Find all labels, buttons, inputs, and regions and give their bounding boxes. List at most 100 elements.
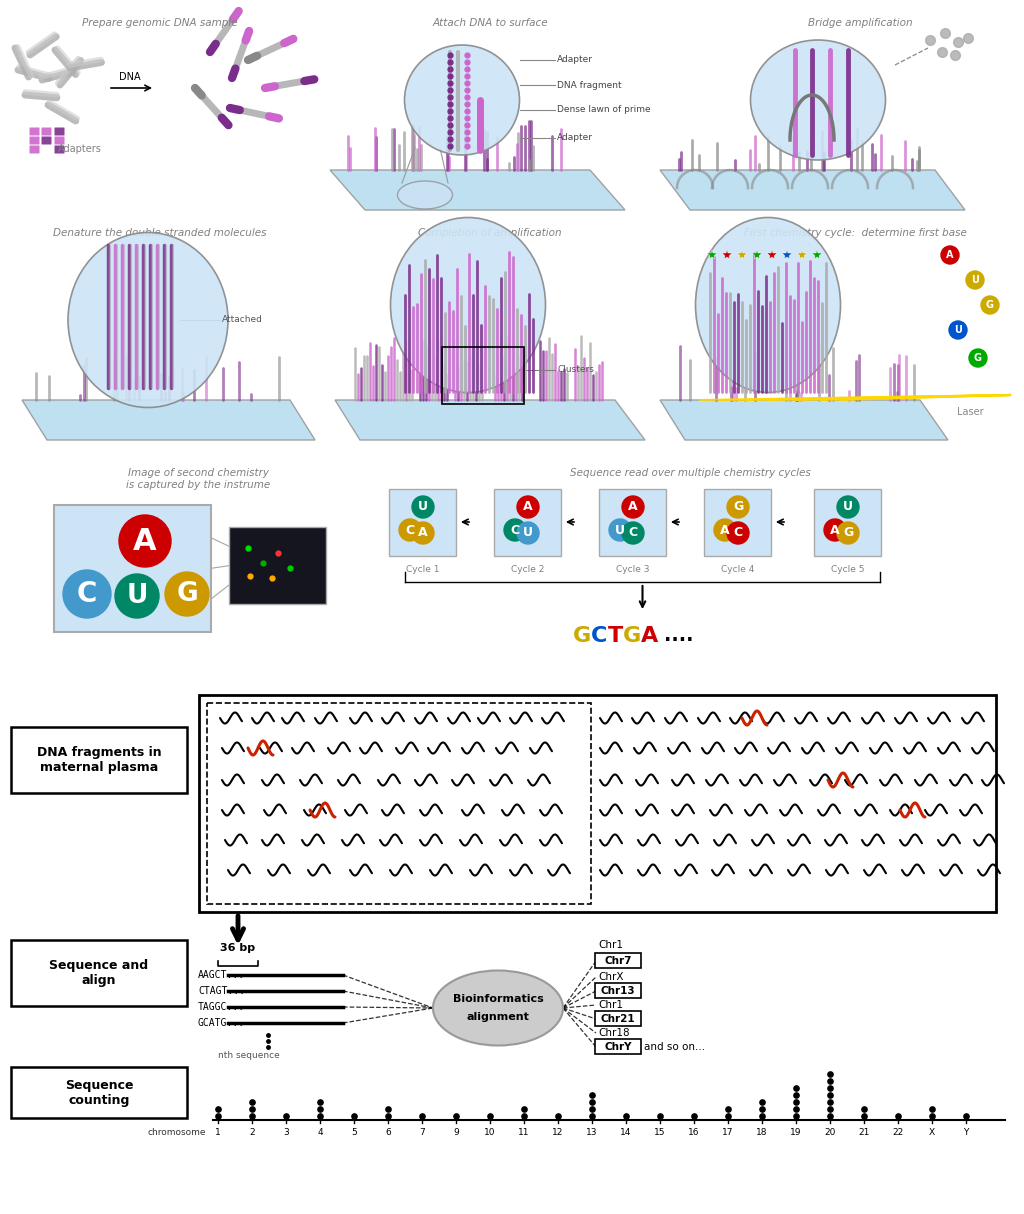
Text: 21: 21 (858, 1128, 869, 1138)
Ellipse shape (751, 40, 886, 160)
Text: nth sequence: nth sequence (218, 1051, 280, 1060)
Circle shape (966, 271, 984, 289)
Circle shape (837, 497, 859, 518)
FancyBboxPatch shape (30, 146, 40, 153)
Text: 11: 11 (518, 1128, 529, 1138)
Text: Adapter: Adapter (557, 134, 593, 142)
Text: Completion of amplification: Completion of amplification (418, 228, 562, 238)
Circle shape (63, 571, 111, 618)
Circle shape (119, 515, 171, 567)
FancyBboxPatch shape (30, 127, 40, 136)
Text: CTAGT...: CTAGT... (198, 986, 245, 995)
FancyBboxPatch shape (11, 940, 187, 1006)
Text: DNA fragment: DNA fragment (557, 80, 622, 90)
Text: Chr7: Chr7 (604, 955, 632, 966)
Text: G: G (986, 300, 994, 310)
Text: Chr1: Chr1 (598, 940, 623, 951)
Text: U: U (615, 523, 625, 537)
Text: U: U (843, 500, 853, 514)
Text: U: U (971, 276, 979, 285)
Circle shape (517, 522, 539, 544)
Text: Sequence and
align: Sequence and align (49, 959, 148, 987)
Circle shape (165, 572, 209, 615)
Polygon shape (330, 170, 625, 210)
Text: C: C (77, 580, 97, 608)
FancyBboxPatch shape (11, 727, 187, 793)
Text: 3: 3 (283, 1128, 289, 1138)
FancyBboxPatch shape (30, 136, 40, 144)
FancyBboxPatch shape (54, 127, 65, 136)
Text: 16: 16 (688, 1128, 699, 1138)
FancyBboxPatch shape (42, 136, 51, 144)
Circle shape (941, 246, 959, 263)
Circle shape (115, 574, 159, 618)
FancyBboxPatch shape (54, 136, 65, 144)
Text: T: T (608, 626, 624, 646)
Text: C: C (406, 523, 415, 537)
Text: 4: 4 (317, 1128, 323, 1138)
FancyBboxPatch shape (814, 489, 881, 556)
Circle shape (622, 522, 644, 544)
FancyBboxPatch shape (595, 953, 641, 968)
Ellipse shape (433, 970, 563, 1045)
Text: chromosome: chromosome (147, 1128, 206, 1138)
Circle shape (727, 522, 749, 544)
Text: 20: 20 (824, 1128, 836, 1138)
Text: Cycle 4: Cycle 4 (721, 565, 755, 574)
Text: Chr18: Chr18 (598, 1028, 630, 1038)
FancyBboxPatch shape (595, 1011, 641, 1026)
Text: A: A (946, 250, 953, 260)
Text: Cycle 5: Cycle 5 (831, 565, 864, 574)
Text: Laser: Laser (956, 407, 983, 416)
Text: Adapters: Adapters (58, 144, 101, 154)
Ellipse shape (404, 45, 519, 155)
Text: 9: 9 (454, 1128, 459, 1138)
Text: G: G (733, 500, 743, 514)
FancyBboxPatch shape (595, 1039, 641, 1054)
Text: Sequence read over multiple chemistry cycles: Sequence read over multiple chemistry cy… (569, 469, 810, 478)
Text: alignment: alignment (467, 1012, 529, 1022)
Polygon shape (335, 399, 645, 439)
Text: ChrY: ChrY (604, 1042, 632, 1053)
Text: Attach DNA to surface: Attach DNA to surface (432, 18, 548, 28)
Text: 19: 19 (791, 1128, 802, 1138)
Ellipse shape (390, 217, 546, 392)
FancyBboxPatch shape (229, 527, 326, 605)
FancyBboxPatch shape (42, 127, 51, 136)
Text: U: U (954, 325, 962, 335)
Polygon shape (660, 399, 948, 439)
FancyBboxPatch shape (595, 983, 641, 998)
Text: Cycle 3: Cycle 3 (616, 565, 650, 574)
Text: Y: Y (964, 1128, 969, 1138)
Text: 18: 18 (757, 1128, 768, 1138)
Text: A: A (641, 626, 658, 646)
Circle shape (714, 520, 736, 541)
Circle shape (622, 497, 644, 518)
Text: C: C (629, 527, 638, 539)
FancyBboxPatch shape (599, 489, 666, 556)
Circle shape (837, 522, 859, 544)
Text: DNA: DNA (119, 72, 141, 83)
Text: GCATG...: GCATG... (198, 1019, 245, 1028)
Text: 1: 1 (215, 1128, 221, 1138)
Ellipse shape (695, 217, 841, 392)
Text: A: A (418, 527, 428, 539)
Text: Adapter: Adapter (557, 56, 593, 64)
Text: G: G (176, 582, 198, 607)
Text: C: C (510, 523, 519, 537)
Text: Clusters: Clusters (557, 365, 594, 374)
Text: 6: 6 (385, 1128, 391, 1138)
Text: A: A (133, 527, 157, 556)
Circle shape (969, 348, 987, 367)
Circle shape (824, 520, 846, 541)
Circle shape (399, 520, 421, 541)
Text: Bridge amplification: Bridge amplification (808, 18, 912, 28)
Circle shape (504, 520, 526, 541)
Polygon shape (660, 170, 965, 210)
Text: 22: 22 (892, 1128, 903, 1138)
FancyBboxPatch shape (54, 505, 211, 632)
Ellipse shape (68, 233, 228, 408)
FancyBboxPatch shape (54, 146, 65, 153)
Text: U: U (418, 500, 428, 514)
Text: Chr1: Chr1 (598, 1000, 623, 1010)
